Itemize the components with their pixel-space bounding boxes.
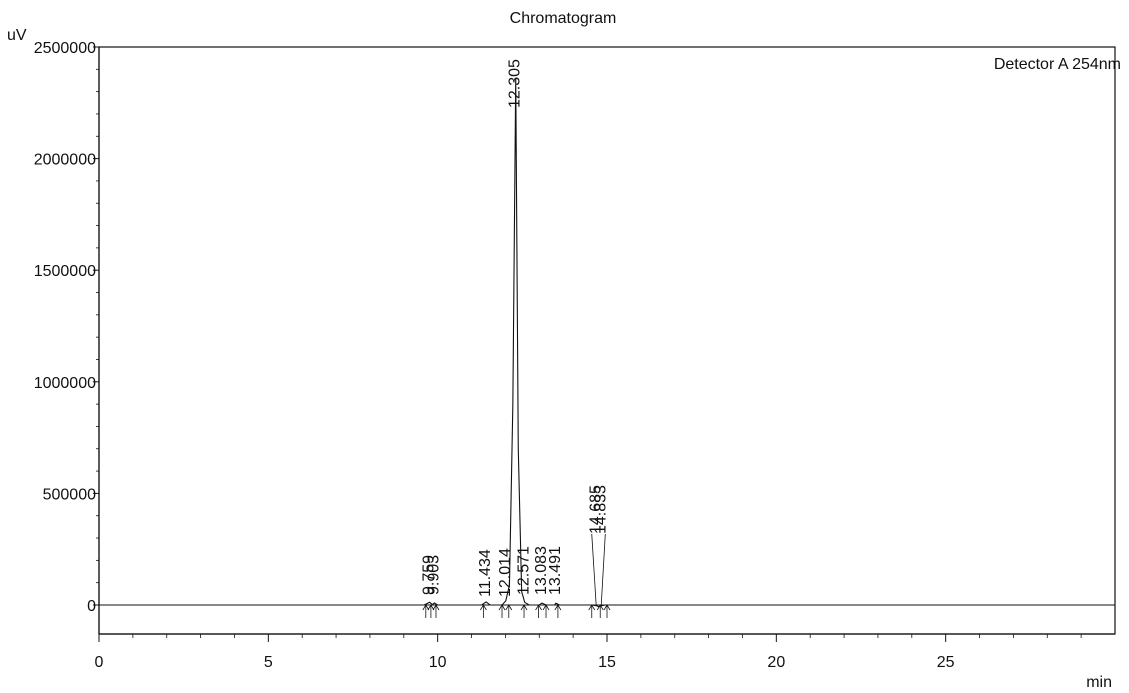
peak-marker-arrow: [542, 604, 550, 611]
y-axis-label: uV: [7, 27, 27, 44]
peak-retention-time-label: 12.305: [507, 59, 524, 108]
legend-label: Detector A 254nm: [994, 56, 1121, 73]
peak-retention-time-label: 13.083: [533, 546, 550, 595]
peak-retention-time-label: 12.571: [516, 546, 533, 595]
peak-leader-line: [591, 533, 597, 606]
peak-retention-time-label: 9.759: [421, 555, 438, 595]
x-axis-label: min: [1086, 674, 1112, 691]
y-ticks: 0 500000 1000000 1500000 2000000 2500000: [34, 40, 99, 615]
chromatogram-trace: [99, 78, 1115, 608]
peak-marker-arrow: [535, 604, 542, 611]
x-tick-label: 10: [429, 654, 447, 671]
y-tick-label: 500000: [43, 486, 96, 503]
peak-marker-arrow: [520, 604, 528, 611]
peak-marker-arrow: [480, 604, 487, 611]
peak-marker-arrow: [588, 604, 596, 611]
y-tick-label: 2000000: [34, 152, 96, 169]
chromatogram-series: [99, 78, 1115, 608]
peak-retention-time-label: 9.903: [425, 555, 442, 595]
y-tick-label: 1500000: [34, 263, 96, 280]
peak-retention-time-label: 12.014: [497, 548, 514, 597]
peak-markers: [422, 533, 611, 618]
chart-title: Chromatogram: [510, 10, 617, 27]
x-tick-label: 5: [264, 654, 273, 671]
x-tick-label: 0: [95, 654, 104, 671]
x-tick-label: 20: [767, 654, 785, 671]
peak-marker-arrow: [554, 604, 562, 611]
peak-retention-time-label: 14.685: [587, 485, 604, 534]
peak-marker-arrow: [427, 604, 435, 611]
x-tick-label: 15: [598, 654, 616, 671]
peak-marker-arrow: [498, 604, 506, 611]
peak-marker-arrow: [432, 604, 440, 611]
peak-retention-time-label: 11.434: [477, 549, 494, 597]
y-tick-label: 2500000: [34, 40, 96, 57]
x-tick-label: 25: [937, 654, 955, 671]
peak-retention-time-label: 13.491: [547, 546, 564, 595]
y-tick-label: 0: [87, 598, 96, 615]
peak-marker-arrow: [603, 604, 611, 611]
peak-leader-line: [600, 533, 606, 606]
y-tick-label: 1000000: [34, 375, 96, 392]
peak-retention-time-label: 14.833: [592, 485, 609, 534]
peak-marker-arrow: [596, 604, 604, 611]
peak-marker-arrow: [505, 604, 513, 611]
x-ticks: 0 5 10 15 20 25: [95, 634, 1082, 671]
peak-marker-arrow: [422, 604, 430, 611]
